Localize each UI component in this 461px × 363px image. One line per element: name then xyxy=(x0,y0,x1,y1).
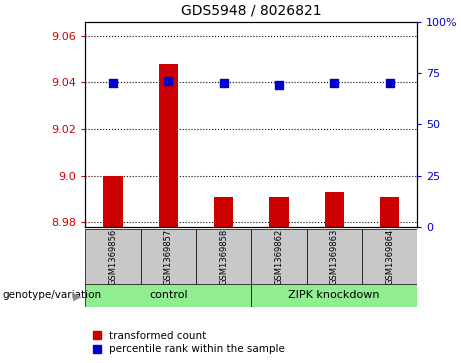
Bar xyxy=(380,197,399,227)
Bar xyxy=(85,229,141,285)
Point xyxy=(165,78,172,84)
Text: control: control xyxy=(149,290,188,301)
Bar xyxy=(362,229,417,285)
Point xyxy=(275,82,283,88)
Title: GDS5948 / 8026821: GDS5948 / 8026821 xyxy=(181,4,322,18)
Bar xyxy=(214,197,233,227)
Legend: transformed count, percentile rank within the sample: transformed count, percentile rank withi… xyxy=(93,331,285,354)
Bar xyxy=(269,197,289,227)
Point xyxy=(386,81,393,86)
Text: GSM1369864: GSM1369864 xyxy=(385,229,394,285)
Text: GSM1369858: GSM1369858 xyxy=(219,229,228,285)
Text: genotype/variation: genotype/variation xyxy=(2,290,101,301)
Bar xyxy=(307,229,362,285)
Text: ZIPK knockdown: ZIPK knockdown xyxy=(289,290,380,301)
Bar xyxy=(251,284,417,307)
Bar xyxy=(141,229,196,285)
Text: GSM1369856: GSM1369856 xyxy=(108,229,118,285)
Point xyxy=(331,81,338,86)
Text: GSM1369857: GSM1369857 xyxy=(164,229,173,285)
Bar xyxy=(325,192,344,227)
Point xyxy=(220,81,227,86)
Point xyxy=(109,81,117,86)
Bar xyxy=(159,64,178,227)
Text: GSM1369863: GSM1369863 xyxy=(330,229,339,285)
Bar xyxy=(251,229,307,285)
Text: GSM1369862: GSM1369862 xyxy=(274,229,284,285)
Text: ▶: ▶ xyxy=(73,291,82,302)
Bar xyxy=(196,229,251,285)
Bar xyxy=(103,176,123,227)
Bar xyxy=(85,284,251,307)
